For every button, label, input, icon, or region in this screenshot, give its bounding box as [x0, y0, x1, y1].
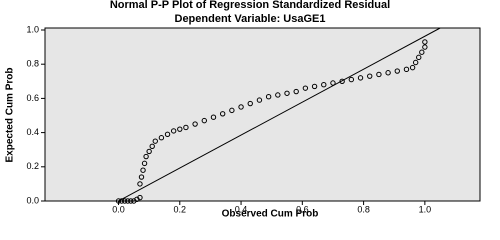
- point: [164, 131, 171, 138]
- x-axis-label: Observed Cum Prob: [222, 209, 319, 220]
- point: [412, 59, 419, 66]
- y-axis-label: Expected Cum Prob: [5, 67, 16, 162]
- point: [330, 80, 336, 86]
- plot-area: [44, 27, 481, 202]
- point: [121, 198, 128, 204]
- y-tick-label: 0.0: [26, 195, 39, 205]
- point: [403, 66, 410, 73]
- x-tick-label: 0.4: [235, 204, 248, 214]
- point: [118, 198, 125, 204]
- point: [146, 148, 152, 155]
- point: [302, 85, 309, 91]
- point: [201, 117, 207, 124]
- x-tick-label: 0.0: [112, 204, 125, 214]
- point: [321, 82, 327, 88]
- point: [293, 88, 299, 95]
- point: [422, 39, 428, 45]
- point: [143, 153, 149, 160]
- y-tick-label: 0.2: [26, 161, 39, 171]
- point: [357, 75, 364, 81]
- point: [311, 83, 318, 90]
- point: [367, 73, 373, 79]
- point: [125, 198, 131, 204]
- x-tick-label: 0.2: [174, 204, 187, 214]
- point: [348, 76, 355, 83]
- point: [210, 114, 217, 120]
- point: [419, 49, 425, 55]
- point: [137, 194, 143, 201]
- point: [394, 68, 400, 74]
- point: [275, 92, 281, 98]
- point: [284, 90, 290, 96]
- point: [149, 143, 155, 149]
- point: [265, 93, 272, 100]
- point: [385, 70, 391, 76]
- point: [409, 64, 416, 71]
- point: [192, 121, 198, 127]
- y-tick-label: 0.8: [26, 59, 39, 69]
- point: [416, 54, 422, 61]
- point: [140, 167, 146, 173]
- y-tick-label: 0.4: [26, 127, 39, 137]
- point: [256, 97, 263, 103]
- chart-subtitle: Dependent Variable: UsaGE1: [175, 13, 326, 25]
- point: [183, 124, 189, 131]
- point: [141, 160, 148, 167]
- x-tick-label: 0.8: [357, 204, 370, 214]
- chart-title: Normal P-P Plot of Regression Standardiz…: [110, 0, 390, 11]
- point: [138, 174, 145, 180]
- point: [128, 198, 134, 204]
- point: [137, 181, 143, 187]
- point: [247, 100, 253, 107]
- chart: Normal P-P Plot of Regression Standardiz…: [5, 0, 481, 220]
- x-tick-label: 0.6: [296, 204, 309, 214]
- y-tick-label: 0.6: [26, 93, 39, 103]
- y-tick-label: 1.0: [26, 24, 39, 34]
- reference-line: [118, 27, 441, 202]
- point: [376, 71, 382, 78]
- x-tick-label: 1.0: [419, 204, 432, 214]
- point: [229, 107, 235, 114]
- point: [115, 198, 122, 204]
- point: [152, 138, 158, 144]
- point: [219, 111, 226, 117]
- point: [158, 135, 165, 141]
- point: [339, 78, 345, 85]
- point: [170, 128, 177, 134]
- point: [422, 44, 428, 50]
- point: [177, 126, 183, 132]
- point: [238, 104, 244, 110]
